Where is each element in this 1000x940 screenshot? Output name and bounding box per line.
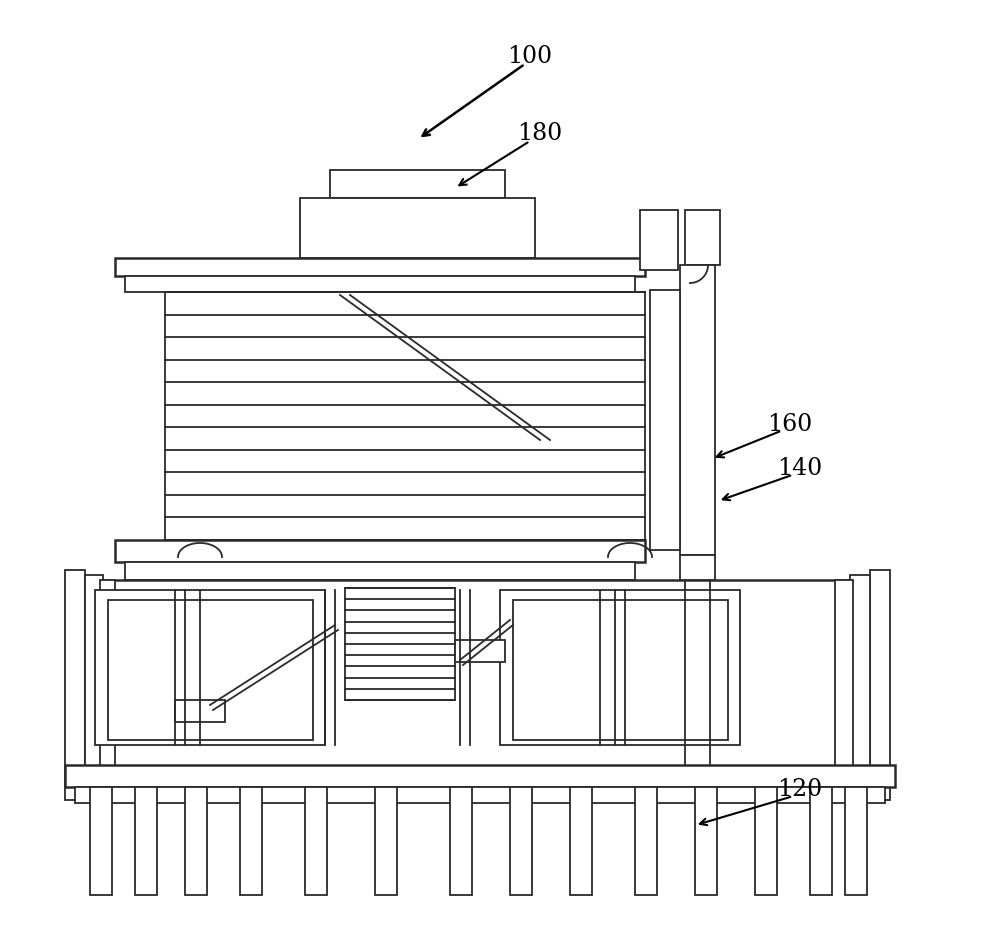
Bar <box>135 787 157 895</box>
Bar <box>450 787 472 895</box>
Bar <box>695 787 717 895</box>
Text: 120: 120 <box>777 778 823 801</box>
Bar <box>115 258 645 276</box>
Bar <box>570 787 592 895</box>
Bar <box>108 600 313 740</box>
Text: 100: 100 <box>507 45 553 68</box>
Bar <box>75 787 885 803</box>
Bar <box>755 787 777 895</box>
Bar <box>115 540 645 562</box>
Bar <box>100 580 115 780</box>
Bar <box>125 562 635 580</box>
Text: 160: 160 <box>767 414 813 436</box>
Bar <box>680 555 715 580</box>
Bar <box>635 787 657 895</box>
Bar <box>305 787 327 895</box>
Bar <box>680 265 715 555</box>
Bar <box>835 580 853 780</box>
Bar <box>345 588 455 700</box>
Text: 180: 180 <box>517 122 563 145</box>
Bar <box>165 292 645 540</box>
Bar <box>330 170 505 198</box>
Bar <box>810 787 832 895</box>
Bar <box>185 787 207 895</box>
Bar <box>850 575 870 795</box>
Bar <box>500 590 740 745</box>
Bar <box>85 575 103 795</box>
Bar <box>125 276 635 292</box>
Bar <box>65 570 85 800</box>
Text: 140: 140 <box>777 457 823 479</box>
Bar <box>455 640 505 662</box>
Bar <box>650 290 680 550</box>
Bar <box>240 787 262 895</box>
Bar <box>510 787 532 895</box>
Bar <box>513 600 728 740</box>
Bar <box>845 787 867 895</box>
Bar <box>300 198 535 258</box>
Bar <box>685 210 720 265</box>
Bar <box>80 580 860 780</box>
Bar <box>175 700 225 722</box>
Bar <box>870 570 890 800</box>
Bar <box>640 210 678 270</box>
Bar <box>65 765 895 787</box>
Bar <box>375 787 397 895</box>
Bar <box>90 787 112 895</box>
Bar <box>95 590 325 745</box>
